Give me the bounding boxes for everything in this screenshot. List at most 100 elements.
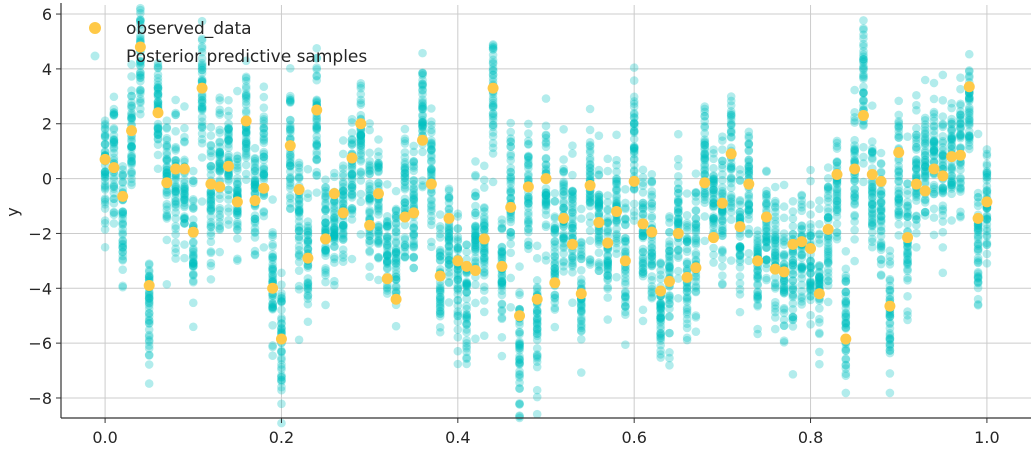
posterior-sample-point bbox=[912, 228, 921, 238]
posterior-sample-point bbox=[806, 257, 815, 266]
posterior-sample-point bbox=[268, 259, 277, 269]
posterior-sample-point bbox=[197, 54, 207, 63]
posterior-sample-point bbox=[488, 177, 498, 187]
posterior-sample-point bbox=[118, 243, 128, 253]
posterior-sample-point bbox=[215, 194, 225, 203]
posterior-sample-point bbox=[859, 74, 868, 83]
posterior-sample-point bbox=[162, 147, 172, 157]
posterior-sample-point bbox=[215, 96, 225, 105]
posterior-sample-point bbox=[885, 339, 895, 349]
posterior-sample-point bbox=[233, 256, 242, 265]
posterior-sample-point bbox=[197, 197, 207, 206]
observed-data-point bbox=[831, 168, 843, 180]
posterior-sample-point bbox=[532, 392, 542, 402]
posterior-sample-point bbox=[973, 192, 983, 202]
posterior-sample-point bbox=[603, 256, 613, 266]
posterior-sample-point bbox=[233, 161, 242, 170]
posterior-sample-point bbox=[127, 113, 136, 123]
posterior-sample-point bbox=[453, 209, 463, 218]
posterior-sample-point bbox=[938, 268, 948, 278]
posterior-sample-point bbox=[109, 92, 119, 102]
observed-data-point bbox=[293, 184, 305, 196]
posterior-sample-point bbox=[180, 102, 189, 111]
posterior-sample-point bbox=[435, 299, 445, 308]
posterior-sample-point bbox=[268, 252, 277, 262]
posterior-sample-point bbox=[206, 161, 216, 171]
posterior-sample-point bbox=[594, 266, 604, 275]
posterior-sample-point bbox=[859, 177, 868, 187]
posterior-sample-point bbox=[956, 73, 965, 82]
posterior-sample-point bbox=[127, 150, 136, 160]
posterior-sample-point bbox=[603, 226, 613, 236]
posterior-sample-point bbox=[241, 143, 251, 153]
posterior-sample-point bbox=[330, 168, 339, 178]
posterior-sample-point bbox=[453, 232, 463, 242]
observed-data-point bbox=[646, 226, 658, 238]
posterior-sample-point bbox=[488, 50, 498, 60]
posterior-sample-point bbox=[427, 104, 436, 113]
posterior-sample-point bbox=[815, 262, 824, 272]
posterior-sample-point bbox=[550, 294, 560, 303]
posterior-sample-point bbox=[532, 362, 542, 372]
posterior-sample-point bbox=[726, 164, 736, 173]
posterior-sample-point bbox=[823, 297, 833, 307]
observed-data-point bbox=[963, 81, 975, 93]
posterior-sample-point bbox=[153, 84, 163, 93]
posterior-sample-point bbox=[153, 124, 163, 134]
posterior-sample-point bbox=[233, 208, 242, 218]
posterior-sample-point bbox=[171, 175, 180, 185]
posterior-sample-point bbox=[241, 84, 251, 93]
posterior-sample-point bbox=[629, 144, 639, 154]
posterior-sample-point bbox=[241, 175, 251, 185]
observed-data-point bbox=[275, 333, 287, 345]
posterior-sample-point bbox=[400, 124, 410, 134]
posterior-sample-point bbox=[206, 165, 216, 174]
posterior-sample-point bbox=[224, 169, 233, 179]
posterior-sample-point bbox=[118, 207, 128, 217]
posterior-sample-point bbox=[435, 210, 445, 219]
posterior-sample-point bbox=[691, 220, 701, 229]
posterior-sample-point bbox=[259, 208, 269, 217]
observed-data-point bbox=[584, 179, 596, 191]
posterior-sample-point bbox=[735, 200, 745, 210]
posterior-sample-point bbox=[929, 230, 939, 240]
posterior-sample-point bbox=[912, 215, 921, 224]
posterior-sample-point bbox=[603, 271, 613, 280]
posterior-sample-point bbox=[100, 167, 110, 177]
posterior-sample-point bbox=[691, 327, 701, 336]
posterior-sample-point bbox=[321, 264, 330, 273]
posterior-sample-point bbox=[559, 181, 568, 191]
posterior-sample-point bbox=[294, 226, 304, 236]
posterior-sample-point bbox=[241, 144, 251, 153]
posterior-sample-point bbox=[744, 133, 754, 143]
posterior-sample-point bbox=[188, 276, 198, 286]
observed-data-point bbox=[840, 333, 852, 345]
posterior-sample-point bbox=[321, 300, 330, 310]
posterior-sample-point bbox=[285, 198, 295, 208]
posterior-sample-point bbox=[638, 228, 648, 238]
posterior-sample-point bbox=[206, 247, 216, 256]
posterior-sample-point bbox=[400, 139, 410, 148]
posterior-sample-point bbox=[815, 238, 824, 248]
posterior-sample-point bbox=[656, 270, 665, 280]
posterior-sample-point bbox=[797, 250, 807, 260]
posterior-sample-point bbox=[136, 73, 145, 83]
posterior-sample-point bbox=[180, 192, 189, 201]
posterior-sample-point bbox=[188, 298, 198, 308]
posterior-sample-point bbox=[215, 167, 225, 176]
posterior-sample-point bbox=[612, 218, 621, 227]
posterior-sample-point bbox=[956, 133, 965, 143]
observed-data-point bbox=[725, 148, 737, 160]
posterior-sample-point bbox=[576, 254, 586, 264]
posterior-sample-point bbox=[118, 209, 128, 218]
posterior-sample-point bbox=[382, 259, 392, 269]
posterior-sample-point bbox=[647, 198, 657, 208]
posterior-sample-point bbox=[691, 233, 701, 243]
posterior-sample-point bbox=[753, 295, 762, 304]
posterior-sample-point bbox=[382, 283, 392, 292]
posterior-sample-point bbox=[188, 178, 198, 188]
posterior-sample-point bbox=[180, 186, 189, 196]
posterior-sample-point bbox=[144, 292, 154, 302]
posterior-sample-point bbox=[144, 332, 154, 341]
posterior-sample-point bbox=[832, 157, 842, 167]
